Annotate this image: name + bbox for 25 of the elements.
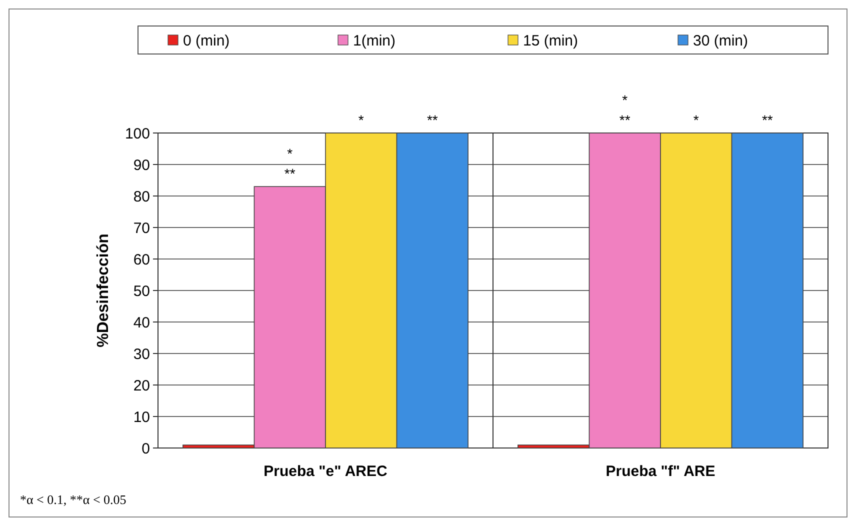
y-tick-label: 90 (133, 156, 150, 174)
y-tick-label: 70 (133, 220, 150, 237)
text: *α < 0.1, **α < 0.05 (20, 492, 126, 507)
data-label: ** (426, 112, 438, 128)
legend-label: 0 (min) (183, 32, 230, 50)
y-tick-label: 10 (133, 408, 150, 426)
y-tick-label: 100 (124, 125, 150, 142)
x-tick-label: Prueba "f" ARE (606, 463, 716, 480)
data-label: ** (762, 112, 774, 128)
y-tick-label: 50 (133, 282, 150, 300)
data-label: * (358, 112, 364, 128)
data-label: * ** (619, 92, 631, 128)
data-label: * ** (284, 146, 296, 182)
x-tick-label: Prueba "e" AREC (264, 463, 388, 480)
y-tick-label: 60 (133, 251, 150, 268)
y-tick-label: 40 (133, 314, 150, 332)
data-label: * (693, 112, 700, 128)
y-axis-title: %Desinfección (95, 234, 112, 348)
y-tick-label: 30 (133, 346, 150, 363)
y-tick-label: 80 (133, 188, 150, 206)
legend-label: 15 (min) (523, 32, 578, 50)
y-tick-label: 20 (133, 377, 150, 394)
legend-label: 30 (min) (693, 32, 748, 50)
legend-label: 1(min) (353, 32, 396, 50)
y-tick-label: 0 (142, 440, 150, 458)
